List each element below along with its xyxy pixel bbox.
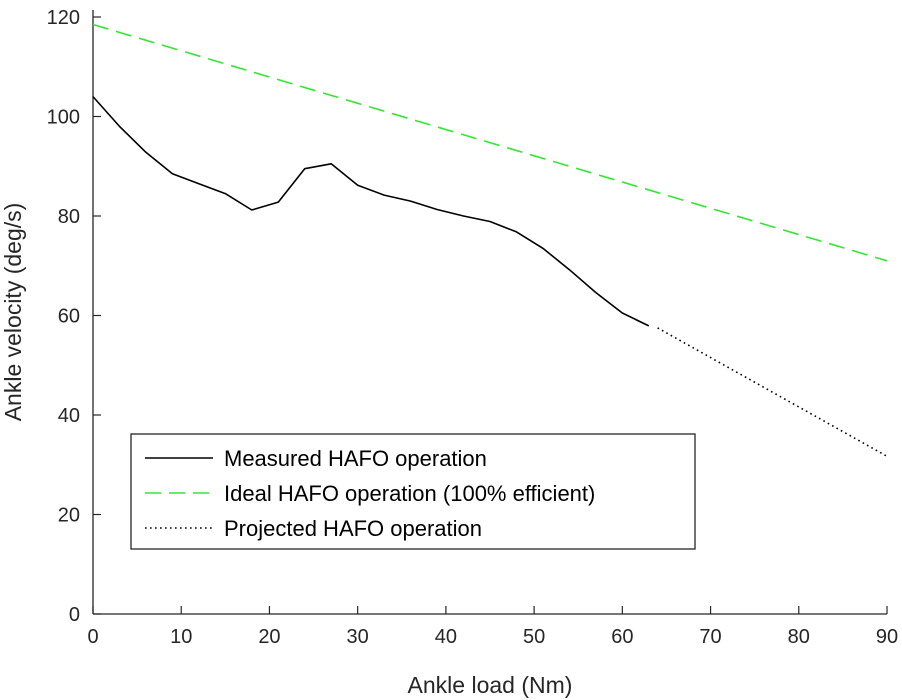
x-tick-label: 30: [347, 626, 369, 648]
series-line-ideal: [92, 23, 888, 262]
y-tick-label: 40: [58, 405, 80, 427]
series-layer: [92, 23, 888, 457]
x-tick-label: 0: [87, 626, 98, 648]
legend-box: [130, 433, 696, 550]
y-tick-label: 100: [47, 107, 80, 129]
x-tick-label: 50: [523, 626, 545, 648]
y-tick-label: 20: [58, 505, 80, 527]
x-tick-group: 0 10 20 30 40 50 60 70 80 90: [87, 606, 898, 648]
y-axis-title: Ankle velocity (deg/s): [0, 203, 26, 422]
x-tick-label: 90: [876, 626, 898, 648]
x-tick-label: 40: [435, 626, 457, 648]
y-tick-label: 60: [58, 306, 80, 328]
x-tick-label: 10: [170, 626, 192, 648]
legend-label-projected: Projected HAFO operation: [224, 516, 482, 541]
y-tick-group: 0 20 40 60 80 100 120: [47, 7, 101, 626]
series-line-projected: [657, 327, 888, 457]
x-tick-label: 80: [788, 626, 810, 648]
y-tick-label: 0: [69, 604, 80, 626]
legend-label-ideal: Ideal HAFO operation (100% efficient): [224, 481, 595, 506]
x-tick-label: 60: [611, 626, 633, 648]
x-axis-title: Ankle load (Nm): [408, 672, 573, 698]
legend: Measured HAFO operation Ideal HAFO opera…: [130, 433, 696, 550]
series-line-measured: [92, 96, 650, 327]
y-tick-label: 80: [58, 206, 80, 228]
x-tick-label: 20: [258, 626, 280, 648]
y-tick-label: 120: [47, 7, 80, 29]
legend-label-measured: Measured HAFO operation: [224, 446, 487, 471]
x-tick-label: 70: [699, 626, 721, 648]
